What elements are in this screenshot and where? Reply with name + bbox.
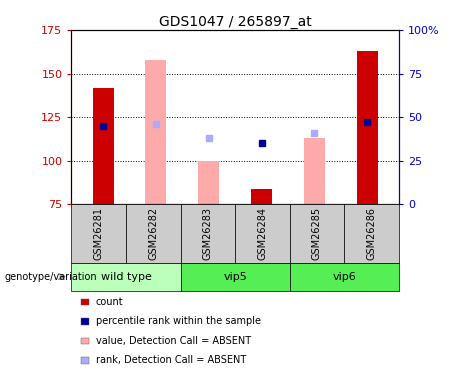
- Bar: [198, 161, 219, 204]
- Text: rank, Detection Call = ABSENT: rank, Detection Call = ABSENT: [96, 356, 246, 365]
- Text: vip5: vip5: [223, 272, 247, 282]
- Text: GSM26283: GSM26283: [203, 207, 213, 260]
- Bar: [304, 138, 325, 204]
- Text: wild type: wild type: [100, 272, 152, 282]
- Text: count: count: [96, 297, 124, 307]
- Title: GDS1047 / 265897_at: GDS1047 / 265897_at: [159, 15, 312, 29]
- Bar: [356, 51, 378, 204]
- Text: GSM26285: GSM26285: [312, 207, 322, 260]
- Text: vip6: vip6: [332, 272, 356, 282]
- Bar: [145, 60, 166, 204]
- Text: GSM26281: GSM26281: [94, 207, 104, 260]
- Text: GSM26284: GSM26284: [257, 207, 267, 260]
- Text: genotype/variation: genotype/variation: [5, 272, 97, 282]
- Text: value, Detection Call = ABSENT: value, Detection Call = ABSENT: [96, 336, 251, 346]
- Bar: [251, 189, 272, 204]
- Text: GSM26282: GSM26282: [148, 207, 158, 260]
- Text: GSM26286: GSM26286: [366, 207, 377, 260]
- Bar: [93, 87, 114, 204]
- Text: percentile rank within the sample: percentile rank within the sample: [96, 316, 261, 326]
